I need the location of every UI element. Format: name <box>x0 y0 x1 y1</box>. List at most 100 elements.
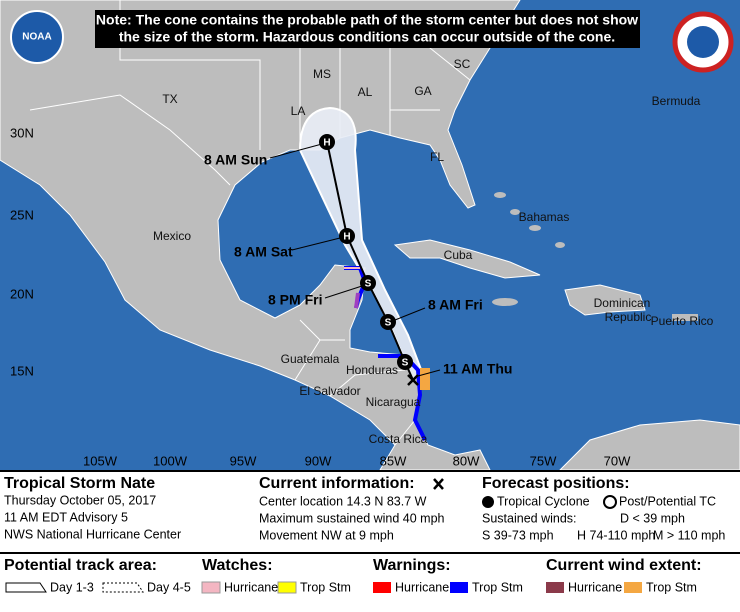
trop-stm-watch-swatch <box>277 581 297 594</box>
place-label: Dominican <box>594 296 651 310</box>
place-label: Cuba <box>444 248 473 262</box>
label-leader <box>291 237 341 251</box>
marker-letter: S <box>402 358 409 369</box>
lat-label: 30N <box>10 125 34 140</box>
wind-key: D < 39 mph <box>620 511 685 525</box>
place-label: GA <box>414 84 431 98</box>
legend-item: Day 1-3 <box>50 580 94 594</box>
place-label: FL <box>430 150 444 164</box>
place-label: LA <box>291 104 306 118</box>
marker-letter: H <box>343 232 350 243</box>
land-south-america <box>558 419 740 471</box>
place-label: Guatemala <box>281 352 340 366</box>
legend-item: Hurricane <box>224 580 278 594</box>
hurricane-warning-swatch <box>373 582 391 593</box>
storm-advisory: 11 AM EDT Advisory 5 <box>4 510 128 524</box>
forecast-label: 8 AM Sun <box>204 152 267 168</box>
legend-heading: Current wind extent: <box>546 557 702 574</box>
legend-heading: Potential track area: <box>4 557 157 574</box>
legend-item: Trop Stm <box>472 580 523 594</box>
place-label: MS <box>313 67 331 81</box>
place-label: SC <box>454 57 471 71</box>
winds-label: Sustained winds: <box>482 511 577 525</box>
place-label: Puerto Rico <box>651 314 714 328</box>
legend-item: Day 4-5 <box>147 580 191 594</box>
lon-label: 90W <box>305 453 332 468</box>
current-line: Maximum sustained wind 40 mph <box>259 511 445 525</box>
trop-stm-wind-swatch <box>624 582 642 593</box>
note-line: Note: The cone contains the probable pat… <box>96 12 638 28</box>
lon-label: 100W <box>153 453 188 468</box>
noaa-logo <box>10 10 64 64</box>
legend-item: Trop Stm <box>300 580 351 594</box>
legend-heading: Watches: <box>202 557 273 574</box>
storm-center: NWS National Hurricane Center <box>4 527 181 541</box>
land-puerto-rico <box>672 314 698 321</box>
land-cuba <box>393 239 541 279</box>
lon-label: 105W <box>83 453 118 468</box>
trop-stm-wind-extent <box>420 368 430 390</box>
forecast-label: 8 PM Fri <box>268 292 322 308</box>
marker-letter: S <box>385 318 392 329</box>
hurricane-watch-swatch <box>201 581 221 594</box>
lon-label: 80W <box>453 453 480 468</box>
label-leader <box>269 143 323 159</box>
note-line: the size of the storm. Hazardous conditi… <box>119 29 615 45</box>
marker-letter: S <box>365 279 372 290</box>
lon-label: 95W <box>230 453 257 468</box>
current-line: Center location 14.3 N 83.7 W <box>259 494 427 508</box>
place-label: Mexico <box>153 229 191 243</box>
land-hispaniola <box>564 284 646 316</box>
place-label: AL <box>358 85 373 99</box>
hurricane-wind-swatch <box>546 582 564 593</box>
hurricane-watch <box>354 292 360 309</box>
track-markers: S S S H H <box>319 134 419 386</box>
noaa-logo-text: NOAA <box>22 32 51 43</box>
day45-swatch <box>102 582 144 593</box>
lat-label: 15N <box>10 363 34 378</box>
forecast-key: Tropical Cyclone <box>497 494 590 508</box>
lat-label: 20N <box>10 286 34 301</box>
place-label: Costa Rica <box>369 432 428 446</box>
forecast-label: 11 AM Thu <box>443 361 513 377</box>
label-leader <box>324 285 363 299</box>
place-label: Nicaragua <box>366 395 421 409</box>
lat-label: 25N <box>10 207 34 222</box>
place-label: El Salvador <box>299 384 360 398</box>
land-bahamas <box>494 192 565 248</box>
storm-date: Thursday October 05, 2017 <box>4 493 156 507</box>
nws-logo-inner <box>687 26 719 58</box>
forecast-label: 8 AM Sat <box>234 244 293 260</box>
wind-key: H 74-110 mph <box>577 528 655 542</box>
lon-label: 85W <box>380 453 407 468</box>
land-jamaica <box>492 298 518 306</box>
storm-name: Tropical Storm Nate <box>4 475 155 492</box>
wind-key: S 39-73 mph <box>482 528 554 542</box>
label-leader <box>394 307 426 321</box>
wind-key: M > 110 mph <box>653 528 725 542</box>
forecast-key: Post/Potential TC <box>619 494 716 508</box>
lon-label: 75W <box>530 453 557 468</box>
place-label: Bermuda <box>652 94 701 108</box>
marker-letter: H <box>323 138 330 149</box>
trop-stm-warning-swatch <box>450 582 468 593</box>
lon-label: 70W <box>604 453 631 468</box>
place-label: Honduras <box>346 363 398 377</box>
forecast-title: Forecast positions: <box>482 475 630 492</box>
place-label: TX <box>162 92 177 106</box>
current-title: Current information: <box>259 475 415 492</box>
current-x-icon <box>433 478 444 490</box>
ptc-icon <box>603 495 617 509</box>
legend-heading: Warnings: <box>373 557 451 574</box>
legend-item: Trop Stm <box>646 580 697 594</box>
note-box <box>95 10 640 48</box>
label-leader <box>417 369 441 377</box>
day13-swatch <box>5 582 47 593</box>
place-label: Bahamas <box>519 210 570 224</box>
forecast-label: 8 AM Fri <box>428 297 483 313</box>
current-line: Movement NW at 9 mph <box>259 528 394 542</box>
place-label: Republic <box>605 310 652 324</box>
legend-item: Hurricane <box>395 580 449 594</box>
legend-item: Hurricane <box>568 580 622 594</box>
